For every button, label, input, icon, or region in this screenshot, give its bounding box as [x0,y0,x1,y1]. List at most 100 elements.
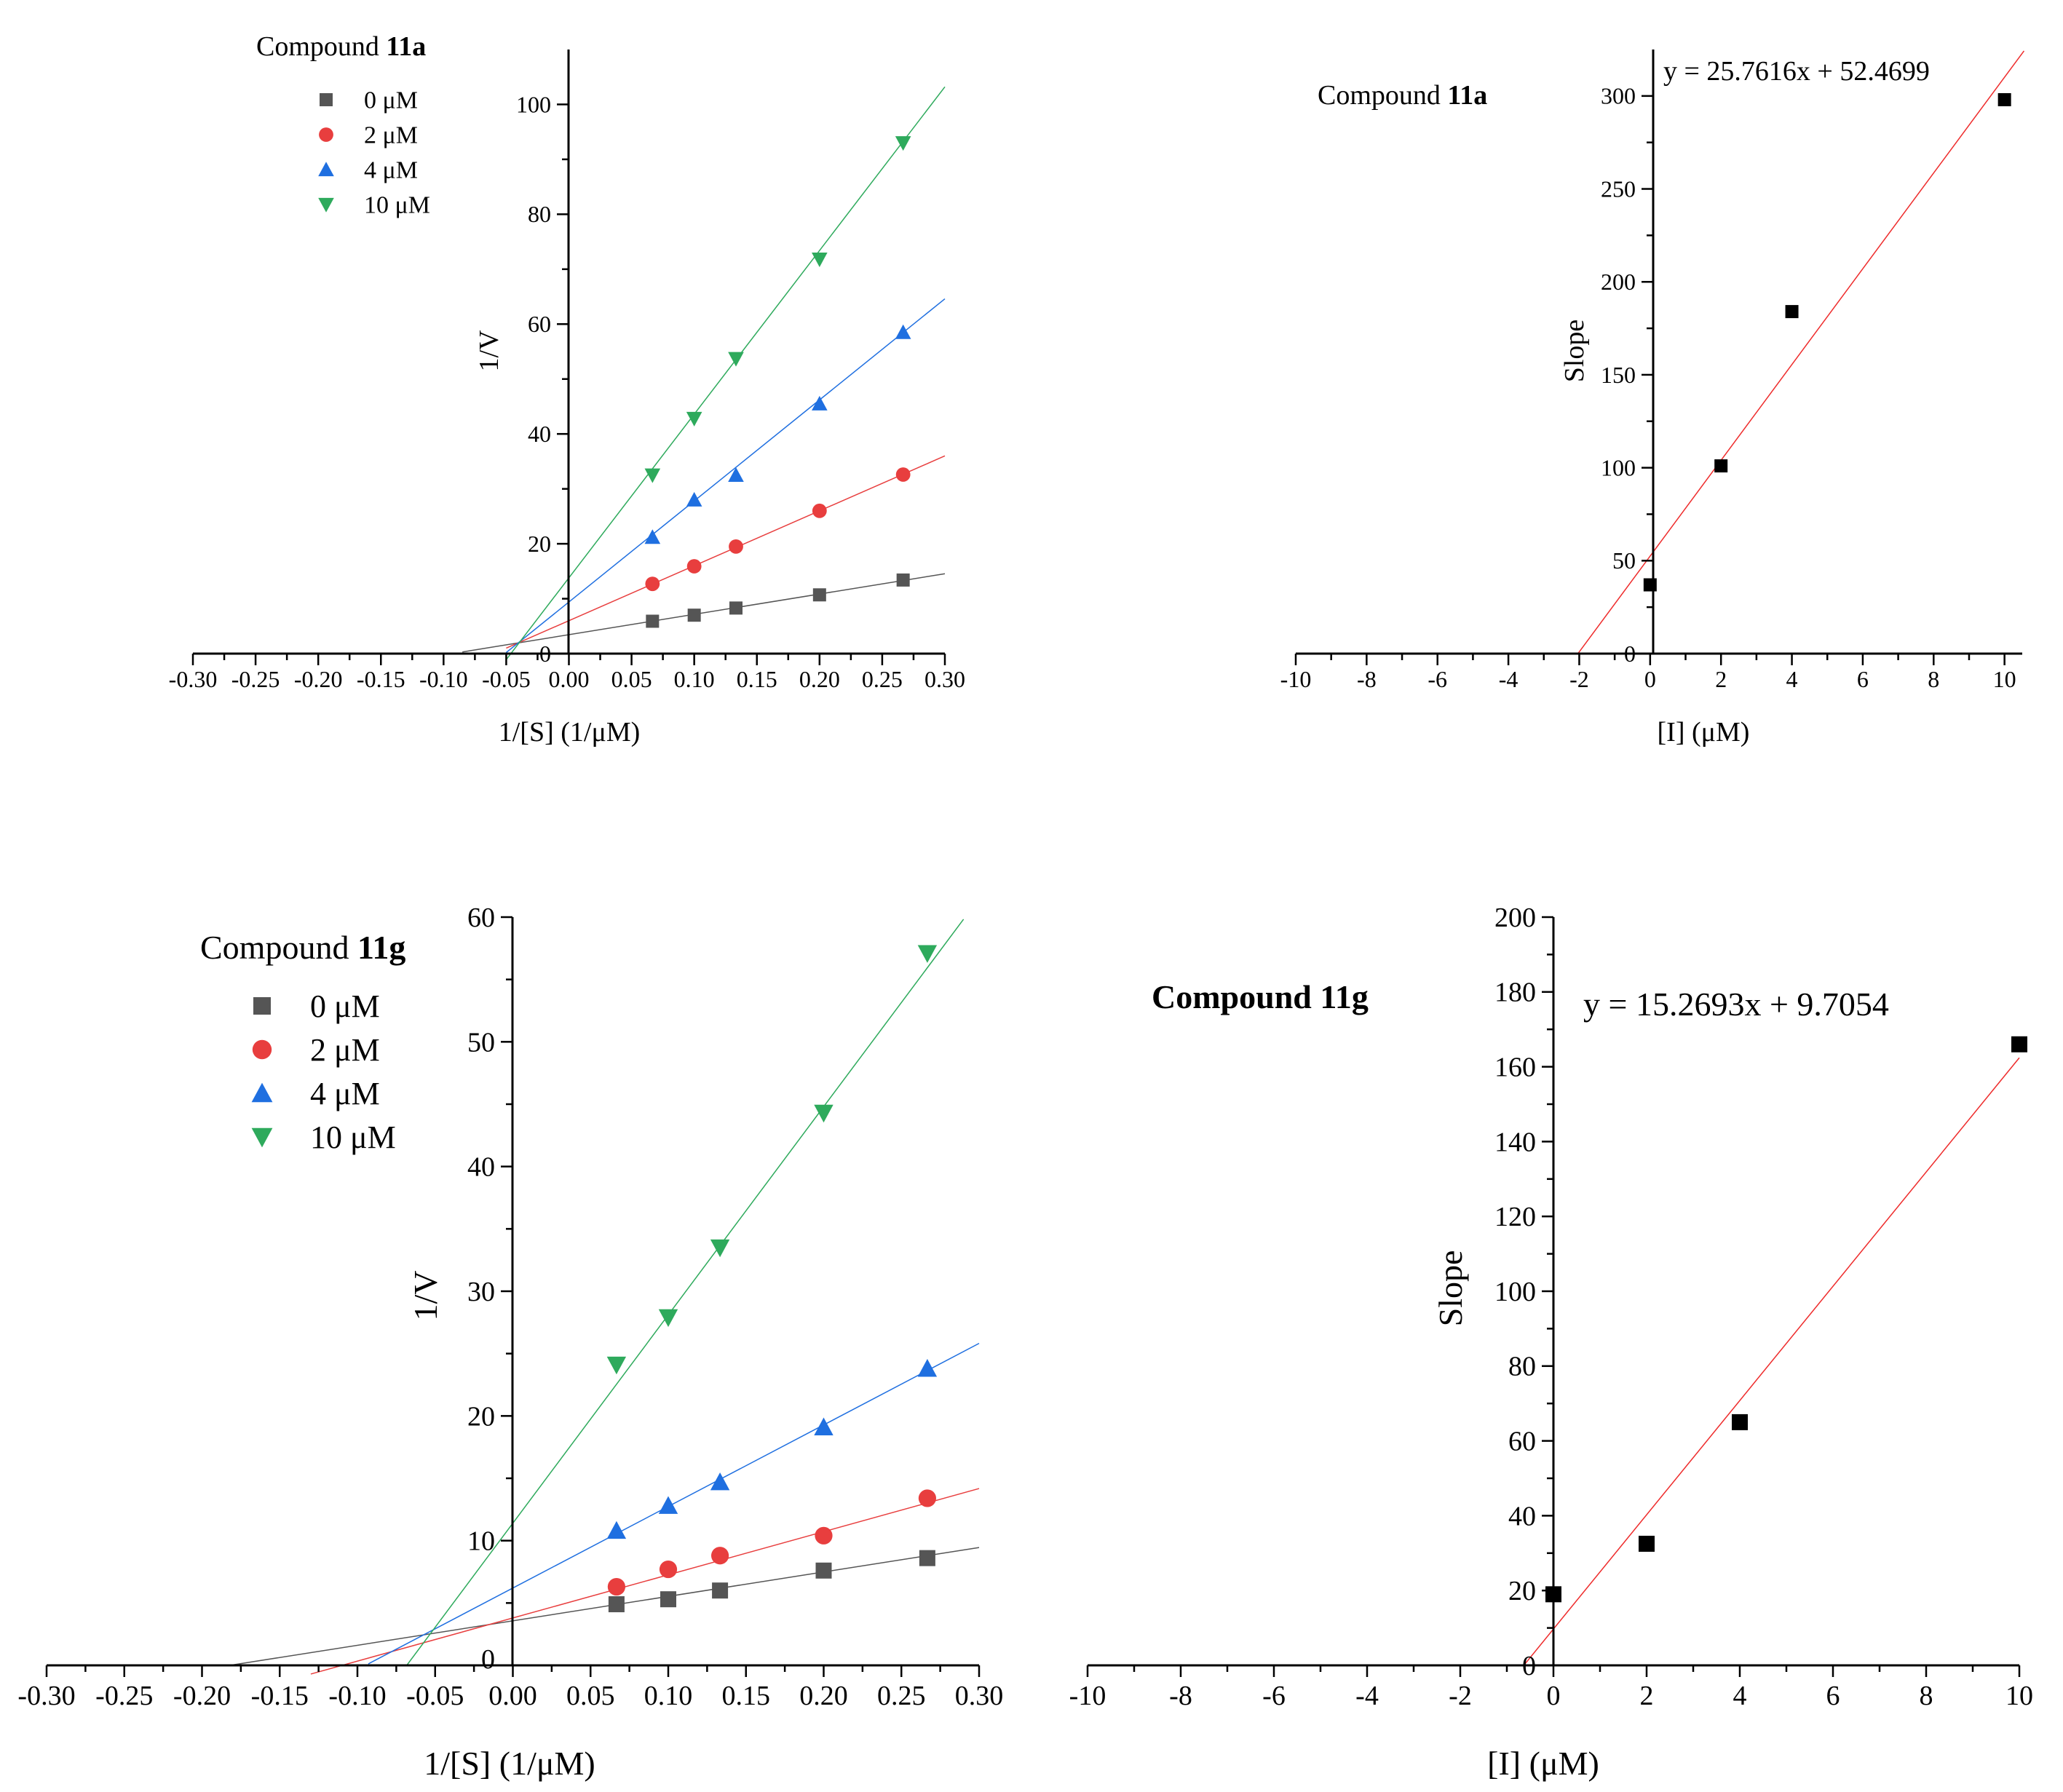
y-tick-label: 60 [467,903,495,933]
x-tick-label: -10 [1280,666,1312,692]
fit-line-1 [506,455,946,649]
x-tick-label: -2 [1569,666,1589,692]
data-point [1997,92,2011,106]
x-axis-label: [I] (μM) [1658,717,1750,748]
data-point [896,573,910,587]
y-tick-label: 20 [1508,1576,1536,1606]
x-tick-label: -10 [1069,1681,1106,1711]
x-tick-label: -0.15 [251,1681,309,1711]
data-point [646,614,660,628]
fit-line-0 [1577,50,2025,654]
data-point [710,1547,729,1565]
legend-marker [318,197,334,213]
y-tick-label: 200 [1601,269,1636,295]
data-point [658,1309,678,1328]
legend-marker [253,997,271,1015]
chart-title: Compound 11a [1318,80,1487,111]
x-tick-label: 4 [1733,1681,1747,1711]
x-axis-label: 1/[S] (1/μM) [424,1745,595,1782]
x-tick-label: -8 [1357,666,1377,692]
x-tick-label: -0.05 [482,666,531,692]
data-point [606,1521,627,1539]
legend: 0 μM 2 μM 4 μM 10 μM [251,988,396,1155]
y-tick-label: 0 [1522,1651,1536,1681]
data-point [710,1239,730,1258]
fit-line-2 [368,1342,980,1665]
origin-label: 0 [481,1644,495,1675]
legend-marker [251,1127,273,1148]
legend-label: 2 μM [310,1032,380,1068]
y-tick-label: 100 [516,91,551,117]
data-point [686,559,702,574]
x-tick-label: 0.30 [955,1681,1004,1711]
chart-title-prefix: Compound [256,31,379,62]
y-tick-label: 150 [1601,362,1636,388]
legend-label: 2 μM [364,122,418,149]
data-point [919,1550,935,1566]
y-tick-label: 40 [467,1152,495,1183]
x-tick-label: 0.25 [862,666,903,692]
y-tick-label: 100 [1494,1277,1536,1307]
chart-title: Compound 11a [256,31,426,62]
x-tick-label: -4 [1355,1681,1379,1711]
data-point [728,352,744,367]
x-tick-label: -0.10 [328,1681,386,1711]
data-point [644,468,661,483]
x-tick-label: 10 [2005,1681,2033,1711]
chart-title-prefix: Compound [1152,978,1312,1015]
chart-title-bold: 11a [1447,80,1487,111]
data-point [608,1596,625,1613]
x-tick-label: -0.10 [419,666,468,692]
y-tick-label: 60 [528,311,551,337]
regression-equation: y = 25.7616x + 52.4699 [1663,56,1930,87]
y-axis-label: Slope [1559,320,1590,383]
x-tick-label: 0 [1547,1681,1561,1711]
regression-equation: y = 15.2693x + 9.7054 [1583,986,1889,1023]
x-tick-label: 0.10 [674,666,715,692]
x-tick-label: -4 [1499,666,1518,692]
x-tick-label: 6 [1826,1681,1840,1711]
legend-marker [319,127,333,142]
chart-title-prefix: Compound [1318,80,1441,111]
x-tick-label: 8 [1928,666,1939,692]
data-point [728,467,744,482]
y-tick-label: 40 [528,421,551,447]
legend-label: 4 μM [310,1076,380,1111]
y-tick-label: 80 [528,201,551,227]
data-point [812,253,828,268]
x-tick-label: 0.05 [611,666,652,692]
fit-line-0 [229,1547,980,1666]
data-point [1643,578,1657,592]
legend-label: 10 μM [364,192,430,219]
y-tick-label: 100 [1601,454,1636,480]
x-axis-label: [I] (μM) [1487,1745,1599,1782]
legend-marker [318,162,334,177]
legend-marker [320,93,333,106]
x-axis-label: 1/[S] (1/μM) [499,717,641,748]
data-point [644,529,661,544]
legend-marker [251,1082,273,1103]
data-point [918,1489,937,1507]
chart-title-bold: 11g [1320,978,1368,1015]
data-point [712,1582,729,1599]
data-point [812,395,828,411]
fit-line-1 [310,1488,980,1675]
y-tick-label: 10 [467,1526,495,1557]
data-point [814,1417,833,1435]
x-tick-label: 8 [1920,1681,1933,1711]
y-tick-label: 160 [1494,1052,1536,1083]
fit-line-2 [505,298,946,654]
data-point [895,467,911,482]
y-tick-label: 0 [539,641,551,667]
x-tick-label: -0.05 [406,1681,464,1711]
x-tick-label: 0.00 [488,1681,537,1711]
data-point [686,491,702,507]
lineweaver-burk-plot-11a: -0.30 -0.25 -0.20 -0.15 -0.10 -0.05 0.00 0.05 0.… [169,31,965,748]
x-tick-label: -0.20 [294,666,343,692]
data-point [812,503,827,518]
x-tick-label: 0.15 [737,666,777,692]
x-tick-label: -0.25 [95,1681,153,1711]
data-point [895,324,911,339]
